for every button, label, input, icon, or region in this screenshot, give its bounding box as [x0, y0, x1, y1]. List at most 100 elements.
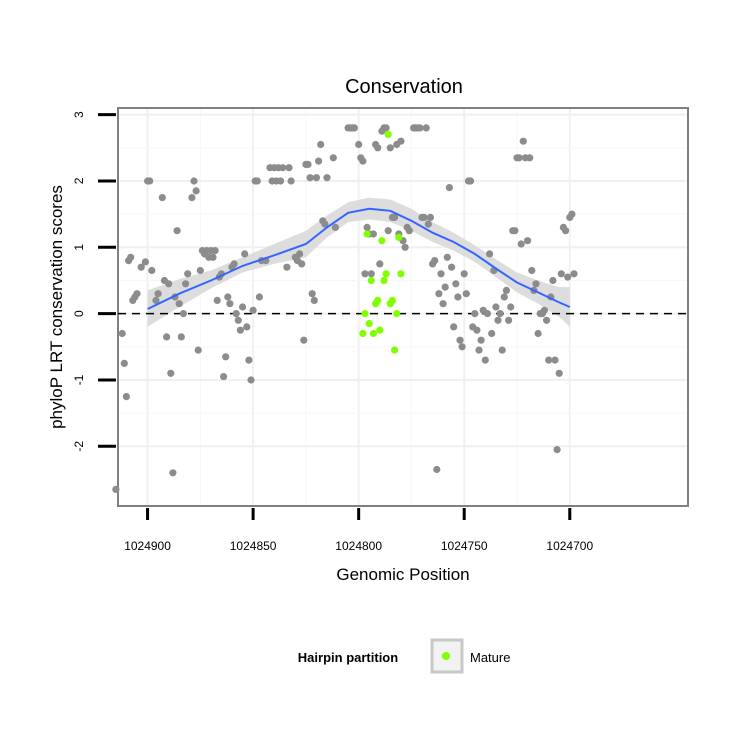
data-point-other	[133, 290, 141, 298]
data-point-other	[526, 154, 534, 162]
data-point-other	[386, 144, 394, 152]
data-point-other	[363, 223, 371, 231]
data-point-other	[555, 369, 563, 377]
data-point-other	[562, 227, 570, 235]
data-point-other	[213, 296, 221, 304]
data-point-other	[477, 336, 485, 344]
data-point-other	[543, 316, 551, 324]
data-point-other	[532, 280, 540, 288]
data-point-other	[553, 446, 561, 454]
data-point-other	[511, 227, 519, 235]
y-tick-label: 3	[72, 111, 86, 118]
data-point-other	[321, 220, 329, 228]
data-point-other	[285, 164, 293, 172]
data-point-other	[422, 124, 430, 132]
data-point-mature	[367, 276, 375, 285]
data-point-other	[232, 310, 240, 318]
data-point-other	[435, 290, 443, 298]
data-point-other	[437, 270, 445, 278]
axes: 1024900 1024850 1024800 1024750 1024700 -2 -1 0…	[72, 111, 593, 553]
data-point-other	[505, 316, 513, 324]
data-point-other	[141, 258, 149, 266]
data-point-other	[304, 160, 312, 168]
data-point-other	[196, 266, 204, 275]
data-point-mature	[376, 326, 384, 334]
data-point-other	[152, 296, 160, 304]
data-point-other	[243, 323, 251, 331]
data-point-mature	[384, 130, 392, 139]
data-point-other	[462, 290, 470, 298]
data-point-other	[175, 300, 183, 308]
data-point-other	[329, 154, 337, 162]
data-point-other	[230, 260, 238, 268]
data-point-other	[496, 310, 504, 318]
data-point-other	[564, 273, 572, 281]
data-point-other	[148, 266, 156, 275]
data-point-other	[376, 260, 384, 268]
data-point-other	[492, 303, 500, 311]
data-point-mature	[395, 233, 403, 241]
data-point-other	[426, 213, 434, 221]
data-point-other	[448, 263, 456, 271]
data-point-other	[481, 356, 489, 364]
data-point-other	[568, 210, 576, 218]
data-point-other	[245, 356, 253, 364]
data-point-other	[507, 303, 515, 311]
data-point-other	[167, 369, 175, 377]
data-point-other	[255, 293, 263, 301]
data-point-other	[222, 353, 230, 361]
data-point-other	[439, 300, 447, 308]
data-point-other	[361, 270, 369, 278]
data-point-other	[122, 393, 130, 401]
data-point-other	[190, 177, 198, 185]
x-axis-title: Genomic Position	[336, 565, 469, 584]
data-point-other	[431, 257, 439, 265]
data-point-other	[401, 243, 409, 251]
data-point-other	[369, 230, 377, 238]
data-point-other	[179, 310, 187, 318]
data-point-other	[236, 326, 244, 334]
x-tick-label: 1024800	[335, 539, 382, 553]
data-point-other	[300, 336, 308, 344]
data-point-other	[315, 157, 323, 165]
smooth-trend-line	[147, 207, 571, 310]
data-point-other	[323, 174, 331, 182]
data-point-other	[534, 329, 542, 338]
data-point-other	[308, 290, 316, 298]
data-point-other	[517, 240, 525, 248]
data-point-other	[545, 356, 553, 364]
legend-label-mature: Mature	[470, 650, 510, 665]
data-point-other	[494, 316, 502, 324]
data-point-other	[397, 137, 405, 145]
data-point-other	[283, 263, 291, 271]
x-tick-label: 1024700	[546, 539, 593, 553]
data-point-other	[220, 373, 228, 381]
data-point-other	[570, 270, 578, 278]
data-point-other	[241, 250, 249, 258]
data-point-mature	[388, 296, 396, 304]
data-point-other	[137, 263, 145, 271]
data-point-other	[298, 260, 306, 268]
legend-title: Hairpin partition	[298, 650, 398, 665]
data-point-other	[211, 247, 219, 255]
data-point-other	[118, 329, 126, 338]
data-point-other	[458, 343, 466, 351]
y-tick-label: -2	[72, 441, 86, 452]
data-point-other	[287, 177, 295, 185]
data-point-other	[173, 227, 181, 235]
data-point-other	[296, 250, 304, 258]
data-point-other	[310, 296, 318, 304]
data-point-other	[524, 237, 532, 245]
data-point-other	[226, 300, 234, 308]
chart-title: Conservation	[345, 76, 463, 98]
data-point-other	[441, 283, 449, 291]
data-point-other	[279, 164, 287, 172]
data-point-other	[127, 253, 135, 261]
data-point-other	[391, 213, 399, 221]
data-point-other	[528, 266, 536, 275]
data-point-other	[350, 124, 358, 132]
legend-key-mature	[442, 652, 450, 660]
data-point-other	[549, 276, 557, 285]
data-point-other	[306, 174, 314, 182]
